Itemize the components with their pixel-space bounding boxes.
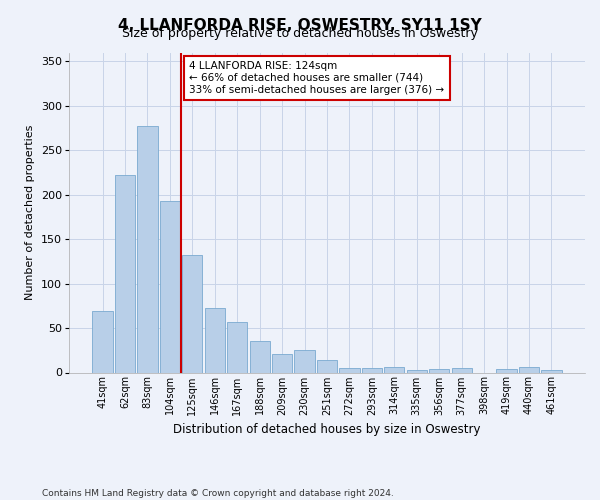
Y-axis label: Number of detached properties: Number of detached properties — [25, 125, 35, 300]
Bar — [295, 350, 314, 372]
Bar — [250, 342, 270, 372]
Bar — [429, 369, 449, 372]
Bar — [182, 255, 202, 372]
Bar — [160, 201, 180, 372]
Text: 4 LLANFORDA RISE: 124sqm
← 66% of detached houses are smaller (744)
33% of semi-: 4 LLANFORDA RISE: 124sqm ← 66% of detach… — [190, 62, 445, 94]
Bar — [496, 369, 517, 372]
Bar — [227, 322, 247, 372]
Bar — [384, 367, 404, 372]
Bar — [205, 308, 225, 372]
Text: Size of property relative to detached houses in Oswestry: Size of property relative to detached ho… — [122, 28, 478, 40]
Bar — [115, 175, 135, 372]
X-axis label: Distribution of detached houses by size in Oswestry: Distribution of detached houses by size … — [173, 423, 481, 436]
Text: 4, LLANFORDA RISE, OSWESTRY, SY11 1SY: 4, LLANFORDA RISE, OSWESTRY, SY11 1SY — [118, 18, 482, 32]
Bar — [541, 370, 562, 372]
Bar — [519, 367, 539, 372]
Text: Contains HM Land Registry data © Crown copyright and database right 2024.: Contains HM Land Registry data © Crown c… — [42, 488, 394, 498]
Bar — [92, 311, 113, 372]
Bar — [317, 360, 337, 372]
Bar — [272, 354, 292, 372]
Bar — [407, 370, 427, 372]
Bar — [452, 368, 472, 372]
Bar — [340, 368, 359, 372]
Bar — [362, 368, 382, 372]
Bar — [137, 126, 158, 372]
